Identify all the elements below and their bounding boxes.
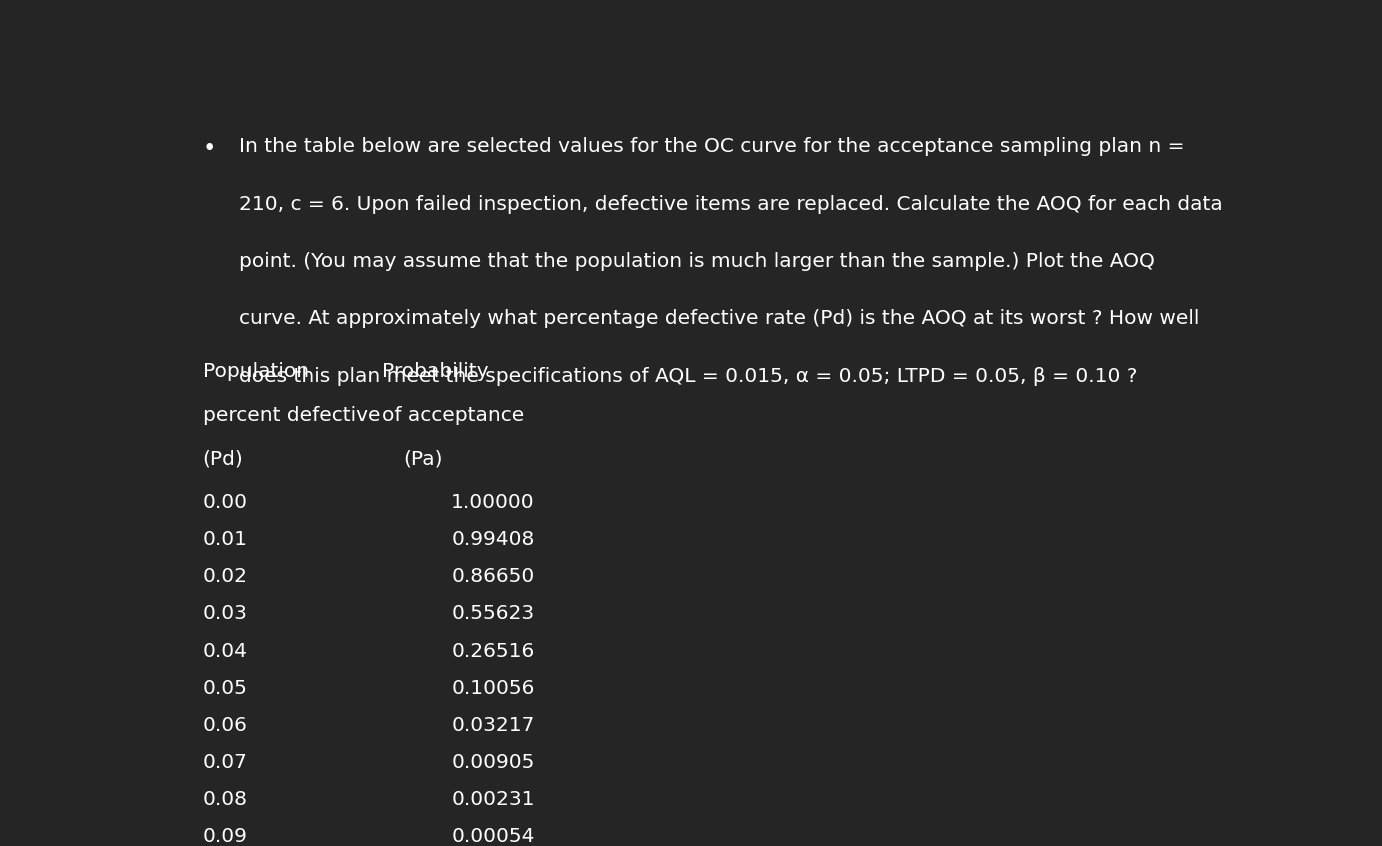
Text: (Pa): (Pa): [404, 449, 442, 469]
Text: 0.08: 0.08: [203, 790, 247, 809]
Text: 0.99408: 0.99408: [451, 530, 535, 549]
Text: 1.00000: 1.00000: [451, 493, 535, 512]
Text: Population: Population: [203, 362, 308, 381]
Text: 0.86650: 0.86650: [451, 568, 535, 586]
Text: 0.02: 0.02: [203, 568, 247, 586]
Text: In the table below are selected values for the OC curve for the acceptance sampl: In the table below are selected values f…: [239, 137, 1184, 157]
Text: •: •: [203, 137, 216, 161]
Text: 0.01: 0.01: [203, 530, 247, 549]
Text: 0.04: 0.04: [203, 641, 247, 661]
Text: 0.05: 0.05: [203, 678, 247, 698]
Text: 0.09: 0.09: [203, 827, 247, 846]
Text: 210, c = 6. Upon failed inspection, defective items are replaced. Calculate the : 210, c = 6. Upon failed inspection, defe…: [239, 195, 1223, 214]
Text: point. (You may assume that the population is much larger than the sample.) Plot: point. (You may assume that the populati…: [239, 252, 1155, 271]
Text: percent defective: percent defective: [203, 406, 380, 425]
Text: 0.00231: 0.00231: [451, 790, 535, 809]
Text: 0.55623: 0.55623: [451, 604, 535, 624]
Text: (Pd): (Pd): [203, 449, 243, 469]
Text: does this plan meet the specifications of AQL = 0.015, α = 0.05; LTPD = 0.05, β : does this plan meet the specifications o…: [239, 366, 1137, 386]
Text: 0.03217: 0.03217: [451, 716, 535, 735]
Text: 0.06: 0.06: [203, 716, 247, 735]
Text: 0.00905: 0.00905: [451, 753, 535, 772]
Text: 0.10056: 0.10056: [451, 678, 535, 698]
Text: 0.00054: 0.00054: [451, 827, 535, 846]
Text: 0.00: 0.00: [203, 493, 247, 512]
Text: 0.07: 0.07: [203, 753, 247, 772]
Text: 0.26516: 0.26516: [451, 641, 535, 661]
Text: curve. At approximately what percentage defective rate (Pd) is the AOQ at its wo: curve. At approximately what percentage …: [239, 310, 1200, 328]
Text: of acceptance: of acceptance: [381, 406, 524, 425]
Text: 0.03: 0.03: [203, 604, 247, 624]
Text: Probability: Probability: [381, 362, 488, 381]
